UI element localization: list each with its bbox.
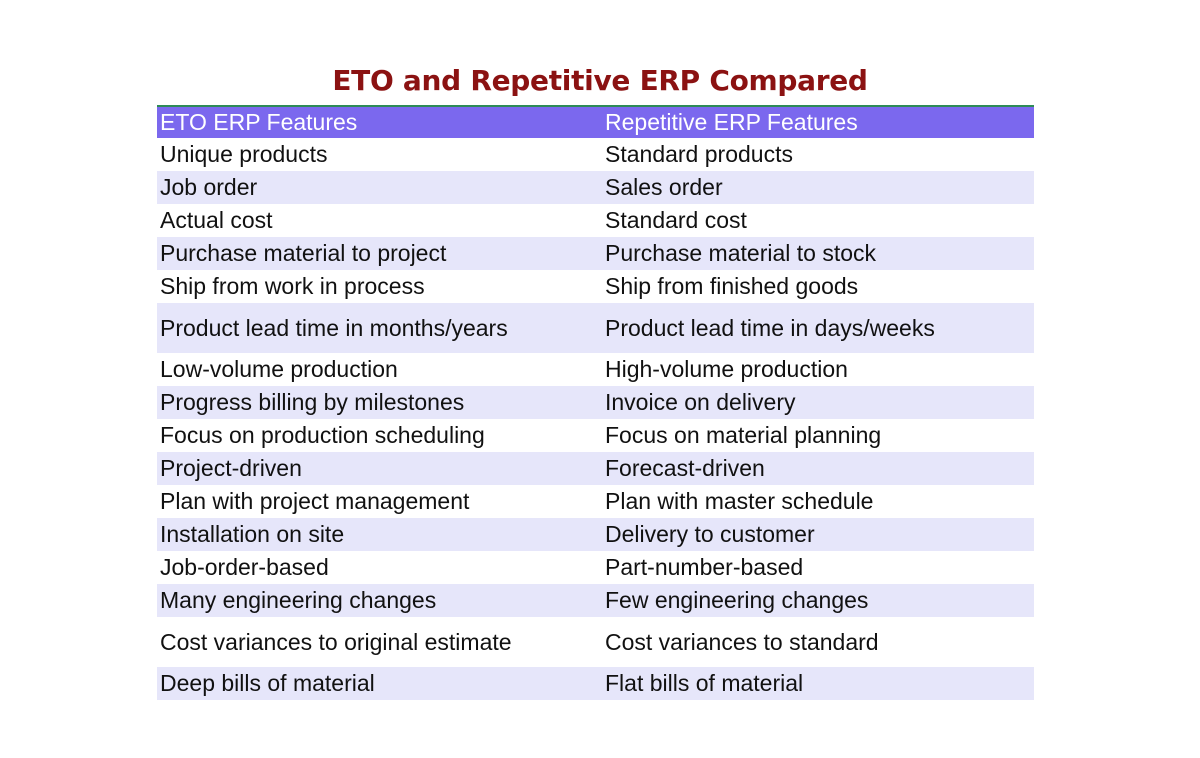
repetitive-cell: Plan with master schedule (605, 488, 874, 514)
repetitive-cell: Cost variances to standard (605, 628, 879, 655)
eto-cell: Plan with project management (160, 488, 470, 514)
table-row: Progress billing by milestones Invoice o… (157, 386, 1034, 419)
eto-cell: Job-order-based (160, 554, 329, 580)
repetitive-cell: Few engineering changes (605, 587, 869, 613)
table-row: Cost variances to original estimate Cost… (157, 617, 1034, 667)
eto-cell: Focus on production scheduling (160, 422, 485, 448)
eto-cell: Unique products (160, 141, 328, 167)
table-row: Purchase material to project Purchase ma… (157, 237, 1034, 270)
table-row: Actual cost Standard cost (157, 204, 1034, 237)
repetitive-cell: Standard products (605, 141, 793, 167)
eto-cell: Progress billing by milestones (160, 389, 465, 415)
page-title: ETO and Repetitive ERP Compared (332, 64, 868, 97)
eto-cell: Low-volume production (160, 356, 398, 382)
eto-cell: Many engineering changes (160, 587, 437, 613)
repetitive-cell: Delivery to customer (605, 521, 815, 547)
table-row: Focus on production scheduling Focus on … (157, 419, 1034, 452)
repetitive-cell: Standard cost (605, 207, 747, 233)
eto-cell: Project-driven (160, 455, 302, 481)
repetitive-cell: Focus on material planning (605, 422, 882, 448)
repetitive-cell: Part-number-based (605, 554, 804, 580)
table-row: Project-driven Forecast-driven (157, 452, 1034, 485)
repetitive-cell: High-volume production (605, 356, 848, 382)
table-header-row: ETO ERP Features Repetitive ERP Features (157, 107, 1034, 138)
eto-cell: Job order (160, 174, 258, 200)
table-row: Product lead time in months/years Produc… (157, 303, 1034, 353)
header-repetitive-features: Repetitive ERP Features (605, 109, 858, 135)
eto-cell: Purchase material to project (160, 240, 447, 266)
table-row: Many engineering changes Few engineering… (157, 584, 1034, 617)
eto-cell: Ship from work in process (160, 273, 425, 299)
table-row: Job-order-based Part-number-based (157, 551, 1034, 584)
comparison-table: ETO ERP Features Repetitive ERP Features… (157, 105, 1034, 700)
table-row: Ship from work in process Ship from fini… (157, 270, 1034, 303)
eto-cell: Deep bills of material (160, 670, 375, 696)
repetitive-cell: Sales order (605, 174, 723, 200)
eto-cell: Cost variances to original estimate (160, 628, 512, 655)
repetitive-cell: Product lead time in days/weeks (605, 314, 935, 341)
eto-cell: Installation on site (160, 521, 345, 547)
header-eto-features: ETO ERP Features (160, 109, 358, 135)
eto-cell: Actual cost (160, 207, 273, 233)
repetitive-cell: Forecast-driven (605, 455, 765, 481)
repetitive-cell: Purchase material to stock (605, 240, 877, 266)
table-row: Installation on site Delivery to custome… (157, 518, 1034, 551)
repetitive-cell: Ship from finished goods (605, 273, 859, 299)
eto-cell: Product lead time in months/years (160, 314, 508, 341)
table-row: Deep bills of material Flat bills of mat… (157, 667, 1034, 700)
table-row: Plan with project management Plan with m… (157, 485, 1034, 518)
table-row: Unique products Standard products (157, 138, 1034, 171)
repetitive-cell: Invoice on delivery (605, 389, 796, 415)
table-row: Low-volume production High-volume produc… (157, 353, 1034, 386)
repetitive-cell: Flat bills of material (605, 670, 804, 696)
table-row: Job order Sales order (157, 171, 1034, 204)
